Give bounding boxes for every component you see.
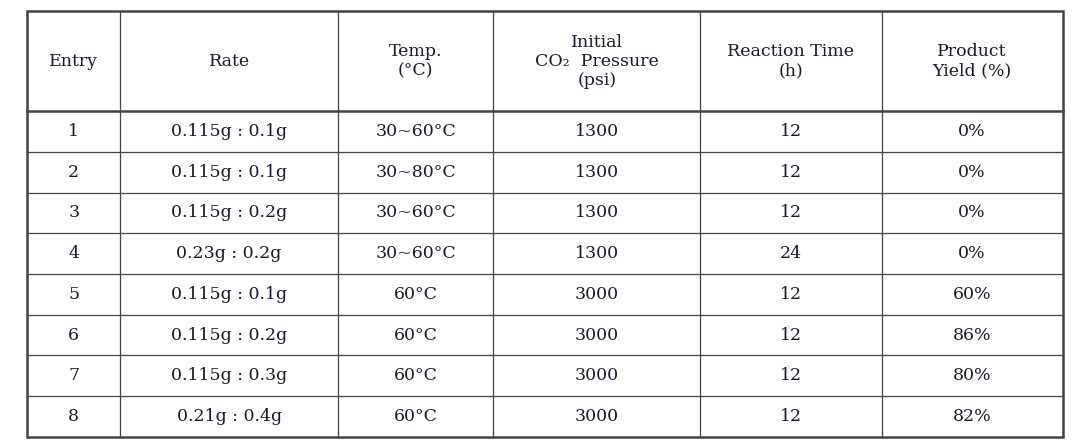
Text: 1300: 1300	[574, 123, 619, 140]
Text: 60°C: 60°C	[393, 327, 437, 344]
Text: 12: 12	[779, 164, 802, 181]
Text: 0.115g : 0.1g: 0.115g : 0.1g	[171, 123, 288, 140]
Text: 2: 2	[69, 164, 80, 181]
Text: 80%: 80%	[953, 367, 992, 384]
Text: Rate: Rate	[208, 53, 250, 70]
Text: 3000: 3000	[574, 367, 619, 384]
Text: 7: 7	[69, 367, 80, 384]
Text: 30~80°C: 30~80°C	[375, 164, 456, 181]
Text: 30~60°C: 30~60°C	[375, 245, 456, 262]
Text: 0.115g : 0.2g: 0.115g : 0.2g	[171, 204, 288, 221]
Text: (h): (h)	[778, 62, 803, 79]
Text: 60°C: 60°C	[393, 408, 437, 425]
Text: 1: 1	[69, 123, 80, 140]
Text: (psi): (psi)	[578, 72, 616, 89]
Text: 0.115g : 0.1g: 0.115g : 0.1g	[171, 164, 288, 181]
Text: 0.21g : 0.4g: 0.21g : 0.4g	[177, 408, 281, 425]
Text: 12: 12	[779, 204, 802, 221]
Text: (°C): (°C)	[398, 62, 434, 79]
Text: Entry: Entry	[49, 53, 98, 70]
Text: Initial: Initial	[571, 34, 622, 51]
Text: 3: 3	[69, 204, 80, 221]
Text: 24: 24	[779, 245, 802, 262]
Text: 1300: 1300	[574, 245, 619, 262]
Text: 0.115g : 0.1g: 0.115g : 0.1g	[171, 286, 288, 303]
Text: 0%: 0%	[958, 245, 986, 262]
Text: 1300: 1300	[574, 164, 619, 181]
Text: 86%: 86%	[953, 327, 992, 344]
Text: 4: 4	[69, 245, 80, 262]
Text: 60%: 60%	[953, 286, 992, 303]
Text: 0%: 0%	[958, 123, 986, 140]
Text: 1300: 1300	[574, 204, 619, 221]
Text: 0.115g : 0.3g: 0.115g : 0.3g	[171, 367, 288, 384]
Text: 30~60°C: 30~60°C	[375, 204, 456, 221]
Text: 0.23g : 0.2g: 0.23g : 0.2g	[177, 245, 282, 262]
Text: 0%: 0%	[958, 204, 986, 221]
Text: Product: Product	[937, 43, 1007, 60]
Text: 0%: 0%	[958, 164, 986, 181]
Text: 12: 12	[779, 367, 802, 384]
Text: 60°C: 60°C	[393, 367, 437, 384]
Text: Yield (%): Yield (%)	[933, 62, 1012, 79]
Text: 3000: 3000	[574, 408, 619, 425]
Text: 12: 12	[779, 327, 802, 344]
Text: 12: 12	[779, 286, 802, 303]
Text: Reaction Time: Reaction Time	[727, 43, 855, 60]
Text: Temp.: Temp.	[389, 43, 443, 60]
Text: 12: 12	[779, 123, 802, 140]
Text: 82%: 82%	[953, 408, 992, 425]
Text: 6: 6	[69, 327, 80, 344]
Text: 3000: 3000	[574, 327, 619, 344]
Text: 0.115g : 0.2g: 0.115g : 0.2g	[171, 327, 288, 344]
Text: 5: 5	[69, 286, 80, 303]
Text: 8: 8	[69, 408, 80, 425]
Text: CO₂  Pressure: CO₂ Pressure	[535, 53, 658, 70]
Text: 60°C: 60°C	[393, 286, 437, 303]
Text: 30~60°C: 30~60°C	[375, 123, 456, 140]
Text: 3000: 3000	[574, 286, 619, 303]
Text: 12: 12	[779, 408, 802, 425]
